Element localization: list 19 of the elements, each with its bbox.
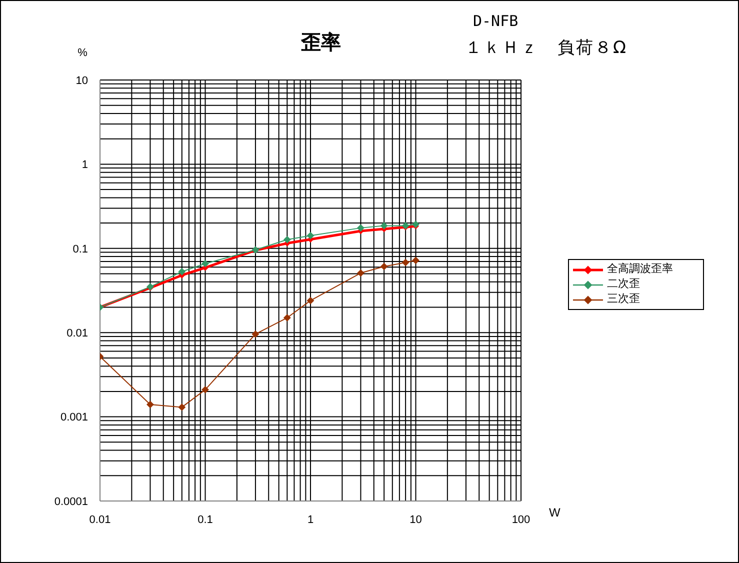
y-axis-title: % [78,47,88,59]
legend-label: 三次歪 [607,292,640,307]
y-tick-label: 1 [82,159,88,172]
chart-subtitle: D-NFB [473,12,518,30]
y-tick-label: 0.01 [66,328,88,340]
x-tick-label: 0.01 [89,514,111,526]
y-tick-label: 0.001 [60,412,88,424]
x-axis-title: W [549,505,561,520]
legend-label: 二次歪 [607,277,640,292]
x-tick-label: 100 [512,514,530,526]
text: １ｋＨｚ 負荷８Ω [465,37,628,59]
x-tick-label: 0.1 [198,514,213,526]
y-tick-label: 0.0001 [54,496,88,508]
chart-title: 歪率 [300,30,342,56]
x-tick-label: 1 [307,514,314,526]
x-tick-label: 10 [410,514,422,526]
legend-label: 全高調波歪率 [607,262,673,277]
y-tick-label: 10 [76,74,88,87]
y-tick-label: 0.1 [72,243,88,256]
